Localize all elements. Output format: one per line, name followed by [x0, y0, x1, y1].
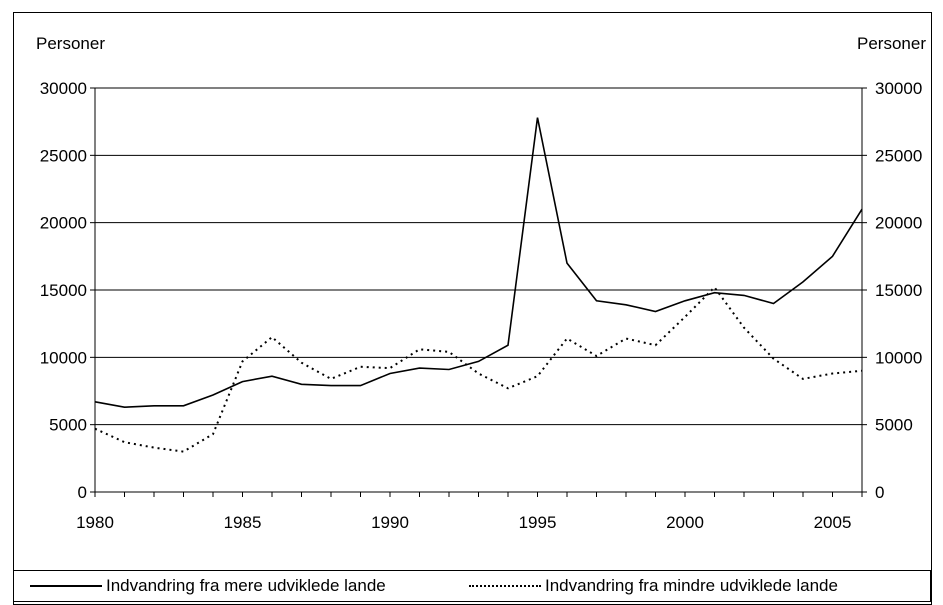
tick-labels: 0 0 5000 5000 10000 10000 15000 15000 20000 20000… [40, 79, 923, 532]
legend-swatch-solid [30, 585, 102, 587]
y-tick-label-right: 20000 [875, 214, 922, 233]
y-tick-label-left: 10000 [40, 348, 87, 367]
y-tick-label-right: 25000 [875, 146, 922, 165]
y-tick-label-right: 15000 [875, 281, 922, 300]
y-tick-label-left: 25000 [40, 146, 87, 165]
x-tick-label: 2000 [666, 513, 704, 532]
series-lines [94, 117, 863, 453]
gridlines [95, 154, 862, 426]
y-tick-label-left: 15000 [40, 281, 87, 300]
series-line-1 [94, 285, 863, 453]
x-tick-label: 2005 [814, 513, 852, 532]
y-axis-label-right: Personer [857, 34, 926, 53]
y-tick-label-left: 30000 [40, 79, 87, 98]
y-tick-label-left: 20000 [40, 214, 87, 233]
legend-label: Indvandring fra mere udviklede lande [106, 576, 386, 595]
x-tick-label: 1995 [519, 513, 557, 532]
legend-item: Indvandring fra mindre udviklede lande [469, 571, 838, 601]
y-tick-label-right: 10000 [875, 348, 922, 367]
y-tick-label-right: 5000 [875, 416, 913, 435]
y-tick-label-left: 0 [78, 483, 87, 502]
x-tick-label: 1985 [224, 513, 262, 532]
y-tick-label-right: 0 [875, 483, 884, 502]
y-tick-label-left: 5000 [49, 416, 87, 435]
series-line-0 [94, 117, 863, 409]
legend-swatch-dotted [469, 585, 541, 587]
legend: Indvandring fra mere udviklede lande Ind… [13, 570, 931, 602]
legend-label: Indvandring fra mindre udviklede lande [545, 576, 838, 595]
x-tick-label: 1980 [76, 513, 114, 532]
chart-border [13, 12, 932, 605]
legend-item: Indvandring fra mere udviklede lande [30, 571, 386, 601]
y-tick-label-right: 30000 [875, 79, 922, 98]
x-tick-label: 1990 [371, 513, 409, 532]
axes [13, 12, 932, 605]
y-axis-label-left: Personer [36, 34, 105, 53]
